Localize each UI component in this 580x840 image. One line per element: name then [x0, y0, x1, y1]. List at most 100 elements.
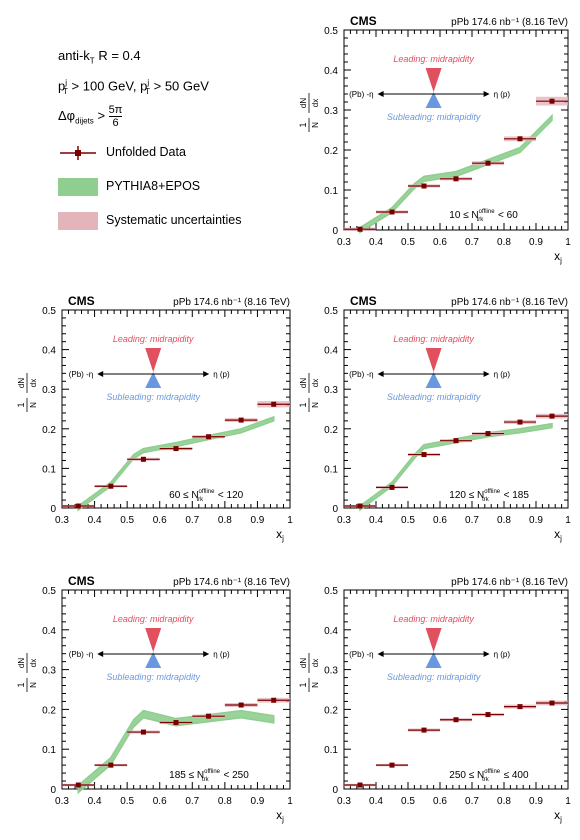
y-tick-label: 0.2 — [42, 705, 56, 716]
data-point — [453, 717, 459, 723]
data-point — [271, 401, 277, 407]
y-axis-title-den-1: N — [311, 402, 320, 408]
x-tick-label: 0.9 — [529, 796, 543, 807]
x-tick-label: 0.3 — [55, 796, 69, 807]
p-label: η (p) — [494, 90, 511, 99]
y-tick-label: 0.1 — [42, 464, 56, 475]
arrow-right-icon — [483, 371, 490, 377]
y-tick-label: 0.2 — [324, 425, 338, 436]
pb-label: (Pb) -η — [349, 90, 373, 99]
x-tick-label: 1 — [287, 515, 293, 526]
y-tick-label: 0.5 — [42, 306, 56, 317]
y-axis-title-num-2: dN — [299, 378, 308, 388]
data-point — [517, 704, 523, 710]
data-point — [389, 209, 395, 215]
legend-item-model: PYTHIA8+EPOS — [58, 176, 298, 198]
x-axis-title: xj — [276, 527, 284, 543]
y-axis-title-den-2: dx — [311, 379, 320, 387]
data-point — [206, 713, 212, 719]
y-tick-label: 0.4 — [324, 346, 338, 357]
y-axis-title-num-1: 1 — [16, 682, 26, 687]
y-axis-title-den-2: dx — [29, 659, 38, 667]
plot-frame — [343, 29, 569, 231]
x-tick-label: 0.4 — [369, 237, 383, 248]
y-tick-label: 0 — [50, 785, 56, 796]
subleading-label: Subleading: midrapidity — [387, 672, 481, 682]
y-axis-title: 1 NdN dx — [298, 653, 320, 692]
y-axis-title-num-2: dN — [17, 658, 26, 668]
x-tick-label: 0.5 — [401, 237, 415, 248]
x-tick-label: 0.3 — [337, 515, 351, 526]
leading-label: Leading: midrapidity — [113, 334, 194, 344]
y-tick-label: 0.3 — [324, 666, 338, 677]
y-axis-title: 1 NdN dx — [298, 93, 320, 132]
plot-frame — [61, 309, 291, 509]
y-axis-title-num-2: dN — [299, 98, 308, 108]
x-tick-label: 0.8 — [497, 237, 511, 248]
subleading-triangle-icon — [145, 372, 162, 388]
cms-label: CMS — [68, 294, 95, 308]
multiplicity-label: 185 ≤ Noffline trk < 250 — [169, 769, 249, 783]
x-tick-label: 0.6 — [433, 237, 447, 248]
data-point — [357, 226, 363, 232]
x-tick-label: 0.9 — [250, 515, 264, 526]
data-point — [549, 700, 555, 706]
leading-triangle-icon — [425, 68, 442, 92]
model-band — [77, 709, 275, 795]
data-point — [485, 160, 491, 166]
x-tick-label: 0.8 — [497, 515, 511, 526]
arrow-right-icon — [483, 651, 490, 657]
lumi-label: pPb 174.6 nb⁻¹ (8.16 TeV) — [173, 297, 290, 308]
legend-label-data: Unfolded Data — [106, 145, 186, 159]
chart-panel-5: 0.3 0.4 0.5 0.6 0.7 0.8 0.9 1 0 0.1 0.2 0.3 0.4 0.5 xj… — [298, 577, 571, 824]
model-band — [77, 415, 275, 512]
data-point — [206, 434, 212, 440]
data-point — [173, 720, 179, 726]
x-axis-title: xj — [554, 808, 562, 824]
data-point — [421, 452, 427, 458]
y-tick-label: 0.4 — [324, 626, 338, 637]
arrow-right-icon — [483, 91, 490, 97]
legend-item-data: Unfolded Data — [58, 142, 298, 164]
x-tick-label: 0.4 — [369, 796, 383, 807]
arrow-right-icon — [203, 651, 210, 657]
data-point — [75, 503, 81, 509]
data-point — [108, 762, 114, 768]
multiplicity-label: 60 ≤ Noffline trk < 120 — [169, 489, 243, 503]
x-tick-label: 1 — [565, 796, 571, 807]
x-tick-label: 0.9 — [250, 796, 264, 807]
lumi-label: pPb 174.6 nb⁻¹ (8.16 TeV) — [451, 297, 568, 308]
data-point — [485, 712, 491, 718]
subleading-label: Subleading: midrapidity — [106, 672, 200, 682]
data-point — [357, 782, 363, 788]
y-axis-title-den-1: N — [311, 122, 320, 128]
y-axis-title-num-1: 1 — [298, 122, 308, 127]
x-tick-label: 0.3 — [55, 515, 69, 526]
multiplicity-label: 120 ≤ Noffline trk < 185 — [449, 489, 529, 503]
y-tick-label: 0.1 — [324, 745, 338, 756]
pt-cut-label: pjT > 100 GeV, pjT > 50 GeV — [58, 78, 209, 96]
data-point — [140, 729, 146, 735]
y-tick-label: 0.4 — [42, 346, 56, 357]
model-band — [359, 113, 553, 234]
dphi-cut-label: Δφdijets > 5π 6 — [58, 104, 123, 129]
syst-swatch-icon — [58, 212, 98, 230]
y-axis-title: 1 NdN dx — [16, 653, 38, 692]
p-label: η (p) — [494, 370, 511, 379]
subleading-triangle-icon — [425, 92, 442, 108]
data-point — [238, 702, 244, 708]
x-tick-label: 0.4 — [88, 796, 102, 807]
x-tick-label: 0.5 — [401, 796, 415, 807]
leading-triangle-icon — [145, 628, 162, 652]
data-point — [357, 503, 363, 509]
x-tick-label: 0.9 — [529, 237, 543, 248]
x-axis-title: xj — [276, 808, 284, 824]
cms-label: CMS — [350, 14, 377, 28]
y-tick-label: 0.1 — [324, 464, 338, 475]
leading-label: Leading: midrapidity — [113, 614, 194, 624]
x-tick-label: 1 — [565, 237, 571, 248]
pb-label: (Pb) -η — [69, 650, 93, 659]
y-tick-label: 0.5 — [42, 586, 56, 597]
x-tick-label: 0.7 — [185, 515, 199, 526]
